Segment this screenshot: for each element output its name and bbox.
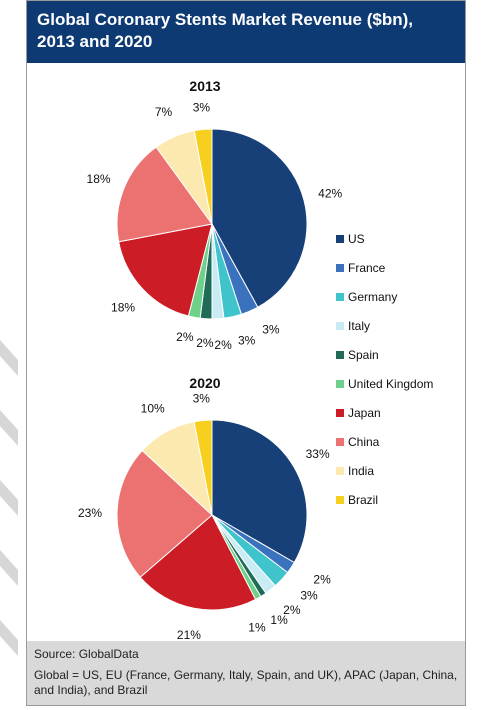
pie-slice-2020-brazil: [193, 419, 213, 516]
legend-label-italy: Italy: [348, 319, 370, 333]
data-label-2013-spain: 2%: [196, 336, 214, 350]
pie-slice-2020-us: [211, 419, 308, 564]
legend-swatch-italy: [336, 322, 344, 330]
pie-charts-area: 2013 42%3%3%2%2%2%18%18%7% 3% 2020 33%2%3…: [78, 78, 433, 641]
legend: US France Germany Italy Spain United Kingdom J…: [336, 232, 433, 507]
data-label-2020-spain: 1%: [270, 613, 288, 627]
legend-label-japan: Japan: [348, 406, 381, 420]
legend-swatch-france: [336, 264, 344, 272]
data-label-2020-united-kingdom: 1%: [248, 621, 266, 635]
legend-label-france: France: [348, 261, 386, 275]
pie-slice-2013-us: [211, 128, 308, 308]
chart-card: Global Coronary Stents Market Revenue ($…: [26, 0, 466, 706]
legend-label-united-kingdom: United Kingdom: [348, 377, 433, 391]
legend-label-india: India: [348, 464, 374, 478]
data-label-2020-france: 2%: [313, 573, 331, 587]
data-label-2020-italy: 2%: [283, 603, 301, 617]
data-label-2020-brazil: 3%: [193, 392, 211, 406]
data-label-2013-italy: 2%: [214, 338, 232, 352]
pie-labels-2013: 42%3%3%2%2%2%18%18%7% 3%: [87, 101, 343, 352]
legend-swatch-spain: [336, 351, 344, 359]
pie-labels-2020: 33%2%3%2%1%1%21%23%10%3%: [78, 392, 331, 641]
chart-header: Global Coronary Stents Market Revenue ($…: [27, 1, 465, 63]
data-label-2020-germany: 3%: [300, 589, 318, 603]
legend-label-china: China: [348, 435, 380, 449]
definition-note: Global = US, EU (France, Germany, Italy,…: [34, 668, 458, 697]
legend-swatch-brazil: [336, 496, 344, 504]
legend-swatch-china: [336, 438, 344, 446]
legend-swatch-india: [336, 467, 344, 475]
pie-2020: [116, 419, 308, 611]
data-label-2020-japan: 21%: [177, 628, 201, 641]
legend-swatch-japan: [336, 409, 344, 417]
data-label-2013-japan: 18%: [111, 301, 135, 315]
data-label-2013-united-kingdom: 2%: [176, 330, 194, 344]
pie-slice-2013-china: [116, 146, 213, 243]
data-label-2013-germany: 3%: [238, 333, 256, 347]
legend-swatch-us: [336, 235, 344, 243]
legend-label-us: US: [348, 232, 365, 246]
legend-swatch-united-kingdom: [336, 380, 344, 388]
data-label-2013-france: 3%: [262, 323, 280, 337]
pie-slice-2013-japan: [118, 223, 213, 317]
chart-title: Global Coronary Stents Market Revenue ($…: [37, 10, 413, 51]
data-label-2013-china: 18%: [87, 172, 111, 186]
decorative-stripes: [0, 340, 18, 656]
data-label-2020-us: 33%: [306, 447, 330, 461]
data-label-2013-us: 42%: [318, 187, 342, 201]
pie-slice-2013-brazil: [193, 128, 213, 225]
pie-2013: [116, 128, 308, 320]
data-label-2013-brazil: 3%: [193, 101, 211, 115]
data-label-2013-india: 7%: [155, 105, 173, 119]
pie-slice-2020-japan: [139, 514, 257, 611]
legend-label-spain: Spain: [348, 348, 379, 362]
chart-footer: Source: GlobalData Global = US, EU (Fran…: [27, 641, 465, 705]
pie-title-2013: 2013: [189, 78, 220, 94]
legend-label-germany: Germany: [348, 290, 397, 304]
pie-title-2020: 2020: [189, 375, 220, 391]
data-label-2020-china: 23%: [78, 506, 102, 520]
pie-slice-2020-china: [116, 449, 213, 578]
data-label-2020-india: 10%: [141, 401, 165, 415]
source-note: Source: GlobalData: [34, 647, 139, 661]
legend-label-brazil: Brazil: [348, 493, 378, 507]
legend-swatch-germany: [336, 293, 344, 301]
